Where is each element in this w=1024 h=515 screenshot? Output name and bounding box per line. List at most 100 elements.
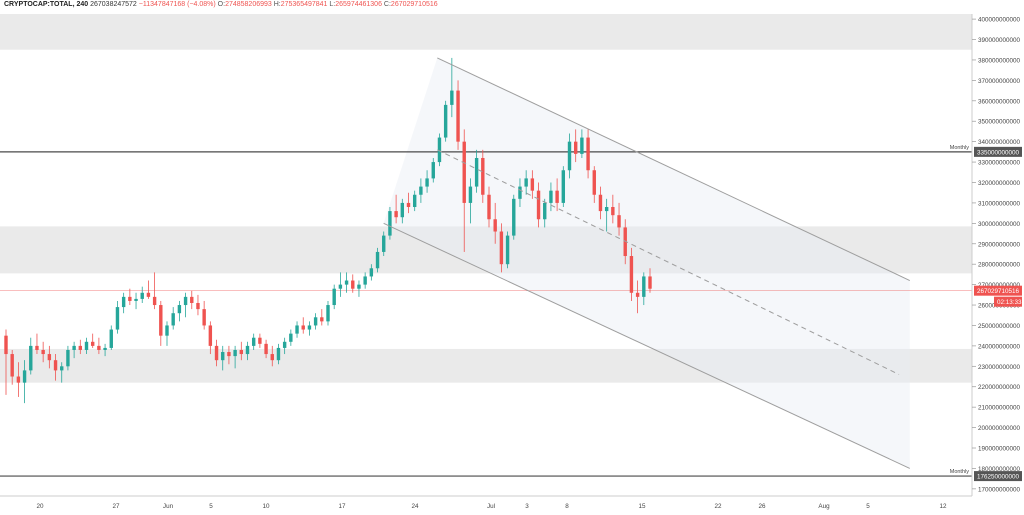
candle-body bbox=[326, 305, 330, 322]
candle-body bbox=[276, 347, 281, 361]
candle-body bbox=[301, 325, 305, 330]
channel-fill bbox=[383, 57, 910, 469]
high-label: H: bbox=[273, 1, 281, 8]
y-tick-label: 200000000000 bbox=[978, 425, 1021, 432]
candle-body bbox=[617, 215, 621, 228]
candle-body bbox=[549, 190, 553, 203]
candle-body bbox=[264, 343, 268, 355]
low-label: L: bbox=[329, 1, 336, 8]
y-tick-label: 170000000000 bbox=[978, 486, 1021, 493]
candle-body bbox=[4, 335, 8, 355]
candle-body bbox=[351, 280, 355, 289]
candle-body bbox=[165, 325, 169, 336]
monthly-value-box bbox=[974, 146, 1022, 157]
candle-body bbox=[505, 235, 510, 265]
candle-body bbox=[493, 219, 497, 232]
candle-body bbox=[146, 292, 151, 297]
chart-header: CRYPTOCAP:TOTAL, 240 267038247572 −11347… bbox=[4, 1, 438, 8]
candle-body bbox=[109, 329, 113, 348]
x-tick-label: Aug bbox=[818, 503, 830, 510]
current-price-box bbox=[974, 285, 1022, 296]
low-value: 265974461306 bbox=[335, 1, 382, 8]
candle-body bbox=[592, 170, 596, 195]
candle-body bbox=[635, 292, 640, 297]
y-tick-label: 250000000000 bbox=[978, 323, 1021, 330]
y-tick-label: 280000000000 bbox=[978, 262, 1021, 269]
candle-body bbox=[382, 235, 386, 252]
candle-body bbox=[375, 251, 380, 269]
candle-body bbox=[629, 256, 634, 293]
candle-body bbox=[611, 207, 615, 216]
current-price-label: 267029710516 bbox=[977, 288, 1020, 295]
candle-body bbox=[388, 211, 392, 236]
candle-body bbox=[134, 298, 138, 301]
y-tick-label: 380000000000 bbox=[978, 57, 1021, 64]
x-tick-label: 26 bbox=[758, 503, 766, 510]
y-tick-label: 210000000000 bbox=[978, 405, 1021, 412]
candle-body bbox=[332, 288, 336, 306]
candle-body bbox=[103, 347, 107, 350]
candle-body bbox=[152, 296, 157, 306]
zone-band bbox=[0, 348, 972, 383]
candle-body bbox=[437, 137, 442, 163]
monthly-value-label: 176250000000 bbox=[977, 474, 1020, 481]
candle-body bbox=[419, 186, 423, 195]
candle-body bbox=[66, 349, 70, 367]
candle-body bbox=[443, 104, 448, 138]
y-tick-label: 340000000000 bbox=[978, 139, 1021, 146]
candle-body bbox=[512, 198, 516, 236]
x-tick-label: 17 bbox=[338, 503, 346, 510]
candle-body bbox=[530, 178, 535, 191]
candle-body bbox=[84, 341, 89, 350]
candle-body bbox=[159, 305, 163, 336]
candle-body bbox=[394, 211, 398, 218]
channel-upper-line bbox=[437, 57, 910, 281]
candle-body bbox=[524, 178, 528, 187]
x-tick-label: 24 bbox=[411, 503, 419, 510]
y-tick-label: 360000000000 bbox=[978, 98, 1021, 105]
candle-body bbox=[245, 345, 250, 355]
candle-body bbox=[295, 325, 299, 334]
candle-body bbox=[468, 186, 473, 203]
candle-body bbox=[22, 370, 27, 383]
candle-body bbox=[233, 349, 237, 357]
y-tick-label: 240000000000 bbox=[978, 343, 1021, 350]
x-tick-label: 27 bbox=[112, 503, 120, 510]
y-tick-label: 180000000000 bbox=[978, 466, 1021, 473]
candle-body bbox=[320, 317, 324, 322]
y-tick-label: 330000000000 bbox=[978, 160, 1021, 167]
candle-body bbox=[406, 202, 411, 208]
candle-body bbox=[363, 276, 367, 285]
candle-body bbox=[177, 305, 182, 314]
channel-mid-line bbox=[437, 149, 900, 375]
candle-body bbox=[47, 354, 52, 361]
candle-body bbox=[140, 292, 144, 299]
y-tick-label: 390000000000 bbox=[978, 37, 1021, 44]
candle-body bbox=[227, 352, 231, 357]
candle-body bbox=[487, 194, 491, 220]
candle-body bbox=[499, 231, 504, 265]
change-value: −11347847168 (−4.08%) bbox=[138, 1, 216, 8]
candle-body bbox=[97, 345, 101, 350]
candle-body bbox=[357, 284, 361, 289]
candle-body bbox=[53, 360, 58, 371]
x-tick-label: 3 bbox=[525, 503, 529, 510]
y-tick-label: 350000000000 bbox=[978, 119, 1021, 126]
high-value: 275365497841 bbox=[280, 1, 328, 8]
candle-body bbox=[202, 309, 206, 326]
candle-body bbox=[604, 207, 609, 212]
candle-body bbox=[171, 313, 175, 326]
candle-body bbox=[412, 194, 417, 208]
candle-body bbox=[270, 354, 274, 361]
candle-body bbox=[121, 296, 126, 308]
candle-body bbox=[400, 202, 405, 218]
x-tick-label: 5 bbox=[866, 503, 870, 510]
candle-body bbox=[425, 178, 429, 187]
x-tick-label: 10 bbox=[262, 503, 270, 510]
candle-body bbox=[369, 268, 374, 277]
candle-body bbox=[648, 276, 652, 289]
monthly-value-box bbox=[974, 471, 1022, 482]
y-tick-label: 320000000000 bbox=[978, 180, 1021, 187]
candle-body bbox=[313, 317, 318, 326]
